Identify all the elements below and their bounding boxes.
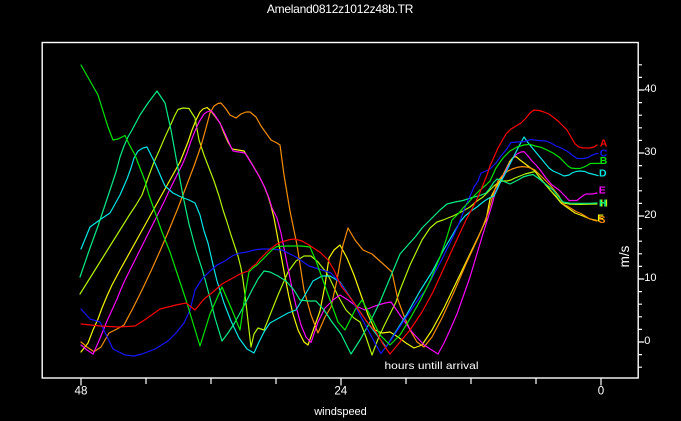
svg-text:0: 0 [598,385,604,398]
svg-text:40: 40 [644,83,656,95]
svg-text:D: D [599,168,607,180]
svg-text:H: H [599,198,607,210]
svg-text:20: 20 [644,209,656,221]
svg-text:10: 10 [644,272,656,284]
svg-text:30: 30 [644,146,656,158]
svg-text:C: C [600,148,608,160]
svg-text:S: S [599,214,606,226]
svg-text:A: A [600,138,608,150]
svg-text:H: H [600,198,608,210]
svg-text:hours untill arrival: hours untill arrival [385,360,479,372]
svg-text:24: 24 [334,385,347,398]
svg-text:m/s: m/s [617,245,632,267]
svg-text:48: 48 [75,385,88,398]
svg-text:0: 0 [644,335,650,347]
svg-text:Ameland0812z1012z48b.TR: Ameland0812z1012z48b.TR [267,2,414,16]
svg-text:windspeed: windspeed [313,406,367,418]
svg-text:E: E [599,185,606,197]
svg-text:B: B [600,155,608,167]
svg-text:F: F [597,213,604,225]
